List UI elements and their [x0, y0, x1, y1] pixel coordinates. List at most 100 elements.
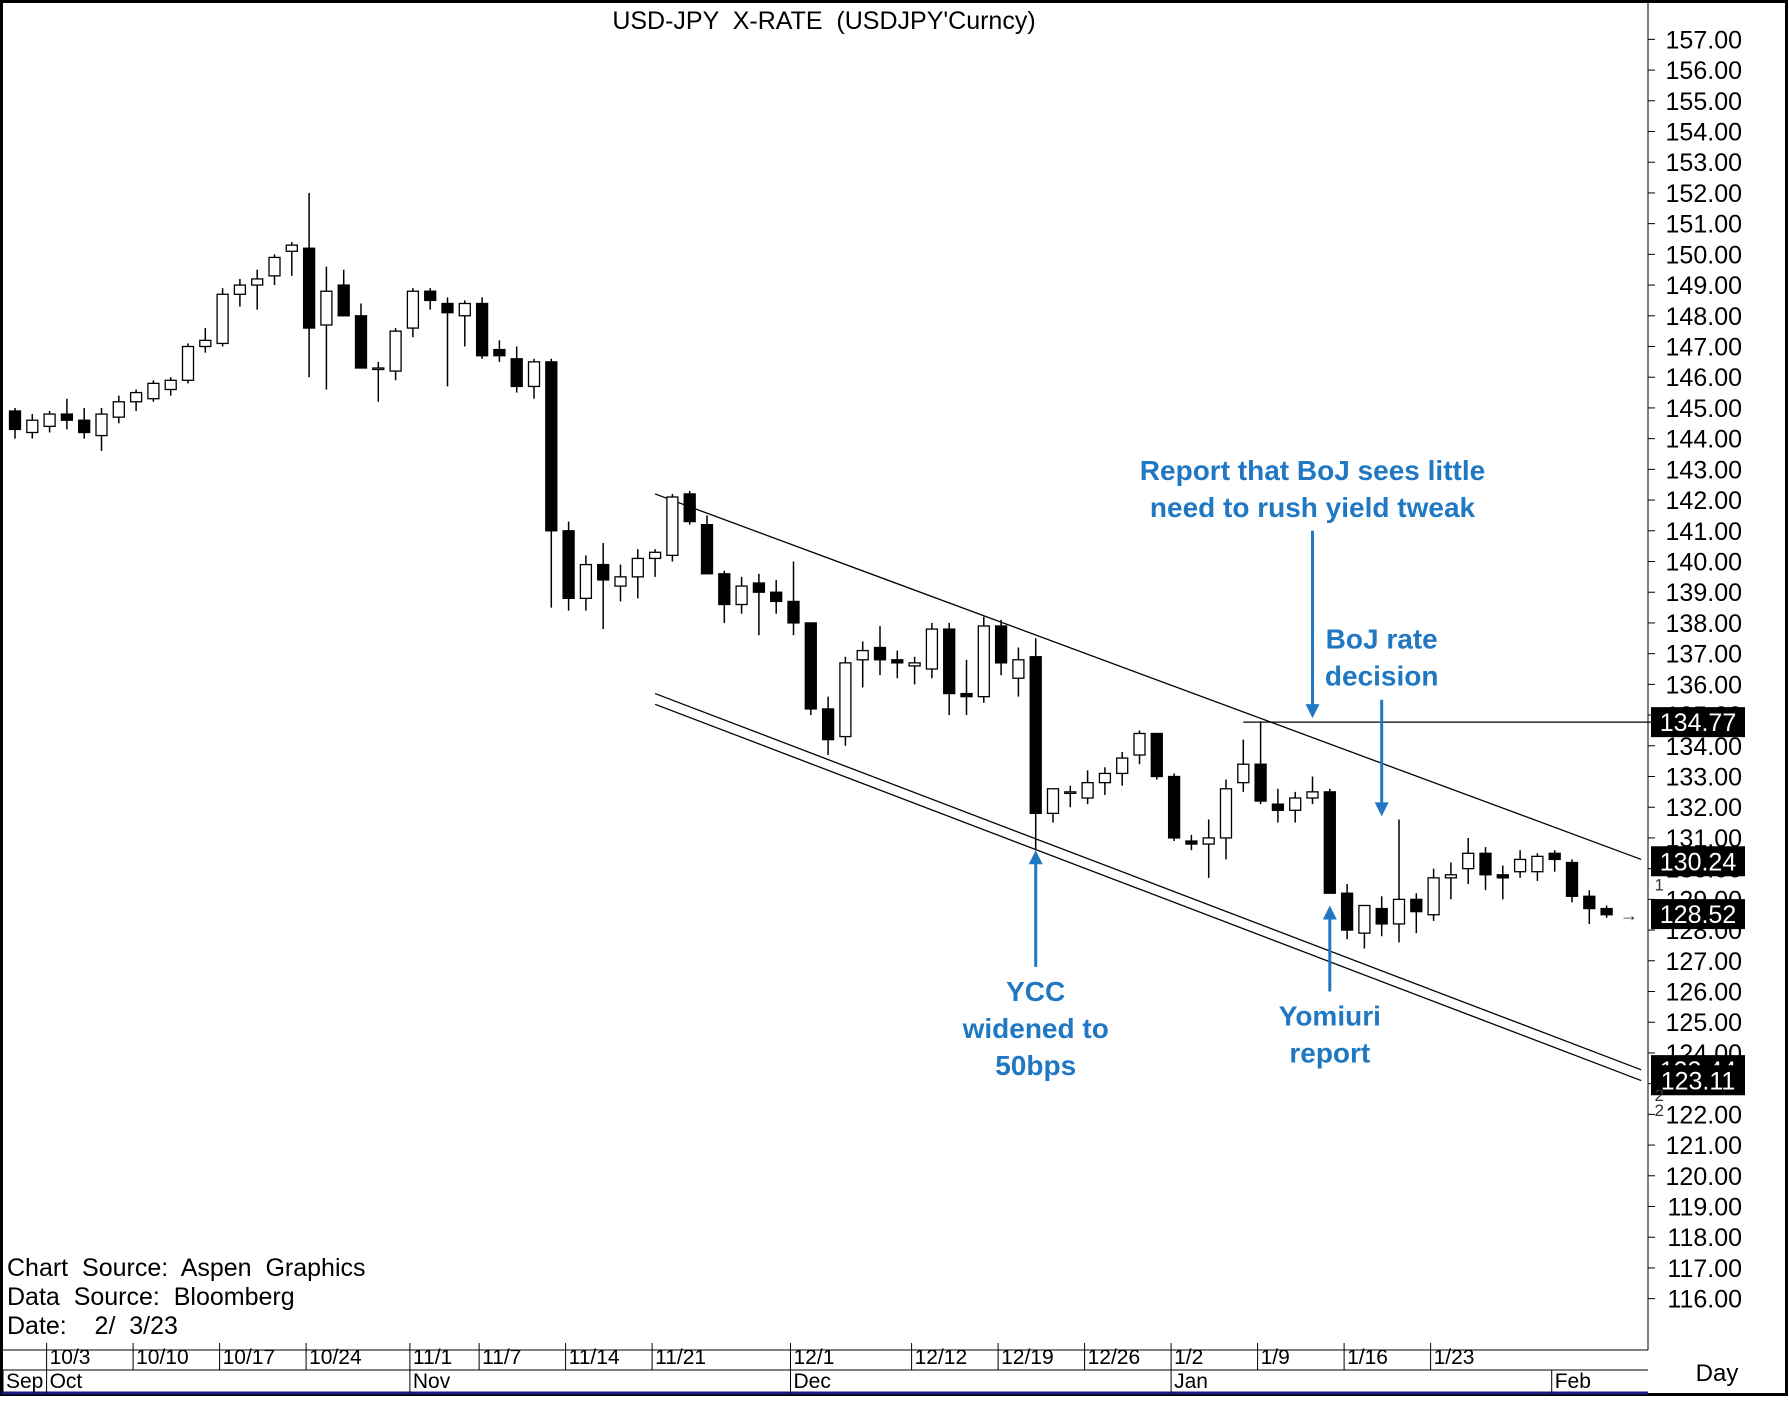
- line-tag: 1: [1654, 875, 1663, 894]
- candle: [1202, 819, 1215, 878]
- candle: [1271, 788, 1285, 823]
- price-marker-label: 123.11: [1661, 1067, 1736, 1095]
- candle: [233, 278, 247, 307]
- candle: [527, 358, 541, 399]
- candle-body-down: [60, 413, 74, 421]
- annotation-text: decision: [1325, 661, 1439, 692]
- y-tick-label: 151.00: [1666, 211, 1742, 239]
- x-month-tick-label: Sep: [6, 1370, 43, 1393]
- candle-body-down: [683, 493, 696, 523]
- candle-body-up: [164, 379, 177, 391]
- candle-body-up: [285, 244, 298, 252]
- candle-body-down: [354, 315, 368, 369]
- candle-body-down: [804, 622, 817, 710]
- x-week-tick-label: 12/12: [915, 1346, 968, 1369]
- candle: [856, 641, 869, 688]
- candle-body-down: [424, 290, 437, 302]
- x-week-tick-label: 1/23: [1434, 1346, 1475, 1369]
- candle: [372, 361, 385, 402]
- candle-body-down: [337, 284, 350, 317]
- annotation-text: Report that BoJ sees little: [1140, 455, 1485, 486]
- candle: [60, 398, 74, 430]
- candle-body-down: [1150, 732, 1163, 778]
- price-marker: 134.77: [1651, 707, 1745, 738]
- x-week-tick-label: 11/1: [413, 1346, 452, 1369]
- candle: [78, 407, 91, 439]
- x-week-tick-label: 1/9: [1261, 1346, 1290, 1369]
- candle-body-up: [527, 361, 541, 388]
- candle-body-down: [562, 530, 575, 600]
- candle: [1531, 853, 1544, 881]
- candle-body-down: [1565, 861, 1579, 897]
- candle-body-up: [839, 662, 852, 738]
- y-tick-label: 125.00: [1666, 1009, 1742, 1037]
- candle-body-up: [26, 419, 39, 434]
- candle-body-up: [251, 278, 264, 286]
- candle: [752, 573, 766, 636]
- candle: [475, 297, 489, 359]
- annotation: YCC widened to 50bps: [962, 850, 1109, 1081]
- y-tick-label: 157.00: [1666, 26, 1742, 54]
- candle-body-up: [1306, 791, 1319, 799]
- annotation-text: BoJ rate: [1326, 624, 1438, 655]
- candle-body-up: [320, 290, 333, 326]
- y-tick-label: 117.00: [1667, 1255, 1742, 1283]
- candle-body-up: [1012, 659, 1025, 679]
- x-week-tick-label: 11/21: [655, 1346, 706, 1369]
- price-marker-label: 130.24: [1660, 848, 1737, 876]
- candle-body-up: [648, 551, 662, 560]
- candle-body-down: [1600, 907, 1613, 916]
- x-week-tick-label: 11/14: [569, 1346, 620, 1369]
- annotations: Report that BoJ sees little need to rush …: [962, 455, 1486, 1081]
- candle: [268, 254, 281, 286]
- current-price-arrow: →: [1620, 905, 1638, 925]
- candle: [821, 696, 835, 755]
- annotation: Yomiuri report: [1279, 905, 1381, 1069]
- candle: [1323, 788, 1336, 894]
- annotation-arrow-head: [1305, 704, 1320, 719]
- y-tick-label: 137.00: [1666, 641, 1742, 669]
- candle: [1410, 893, 1423, 934]
- candle: [1289, 791, 1302, 823]
- candle: [424, 288, 437, 310]
- candle-body-down: [441, 302, 454, 314]
- y-tick-label: 156.00: [1666, 57, 1742, 85]
- line-tag: 2: [1654, 1101, 1663, 1120]
- candle: [770, 579, 783, 614]
- candle: [1444, 862, 1458, 900]
- candle-body-up: [908, 662, 921, 667]
- y-tick-label: 118.00: [1667, 1224, 1742, 1252]
- candle: [631, 549, 644, 599]
- candle: [1375, 896, 1388, 937]
- y-tick-label: 138.00: [1666, 610, 1742, 638]
- candle-body-down: [78, 419, 91, 434]
- y-tick-label: 141.00: [1666, 518, 1742, 546]
- candle: [1098, 767, 1112, 795]
- price-marker: 128.52: [1651, 899, 1745, 930]
- candle: [1340, 884, 1354, 940]
- y-tick-label: 126.00: [1666, 979, 1742, 1007]
- candle-body-down: [1323, 791, 1336, 894]
- candle: [873, 626, 887, 676]
- annotation-text: widened to: [962, 1013, 1109, 1044]
- annotation-arrow-head: [1028, 850, 1043, 865]
- candle-body-down: [1583, 895, 1596, 910]
- candle-body-up: [389, 330, 402, 372]
- candle: [666, 493, 679, 562]
- source-line-data: Data Source: Bloomberg: [7, 1283, 295, 1311]
- candle: [1427, 868, 1440, 921]
- candle-body-up: [1046, 788, 1060, 815]
- y-tick-label: 140.00: [1666, 549, 1742, 577]
- y-tick-label: 148.00: [1666, 303, 1742, 331]
- y-tick-label: 122.00: [1666, 1101, 1742, 1129]
- candle: [147, 380, 160, 402]
- candle: [1219, 779, 1233, 860]
- candle: [458, 300, 471, 347]
- candle-body-up: [1444, 874, 1458, 879]
- candle: [1392, 819, 1406, 943]
- candle: [112, 395, 125, 424]
- candle: [597, 543, 610, 630]
- candle: [389, 328, 402, 381]
- y-tick-label: 146.00: [1666, 364, 1742, 392]
